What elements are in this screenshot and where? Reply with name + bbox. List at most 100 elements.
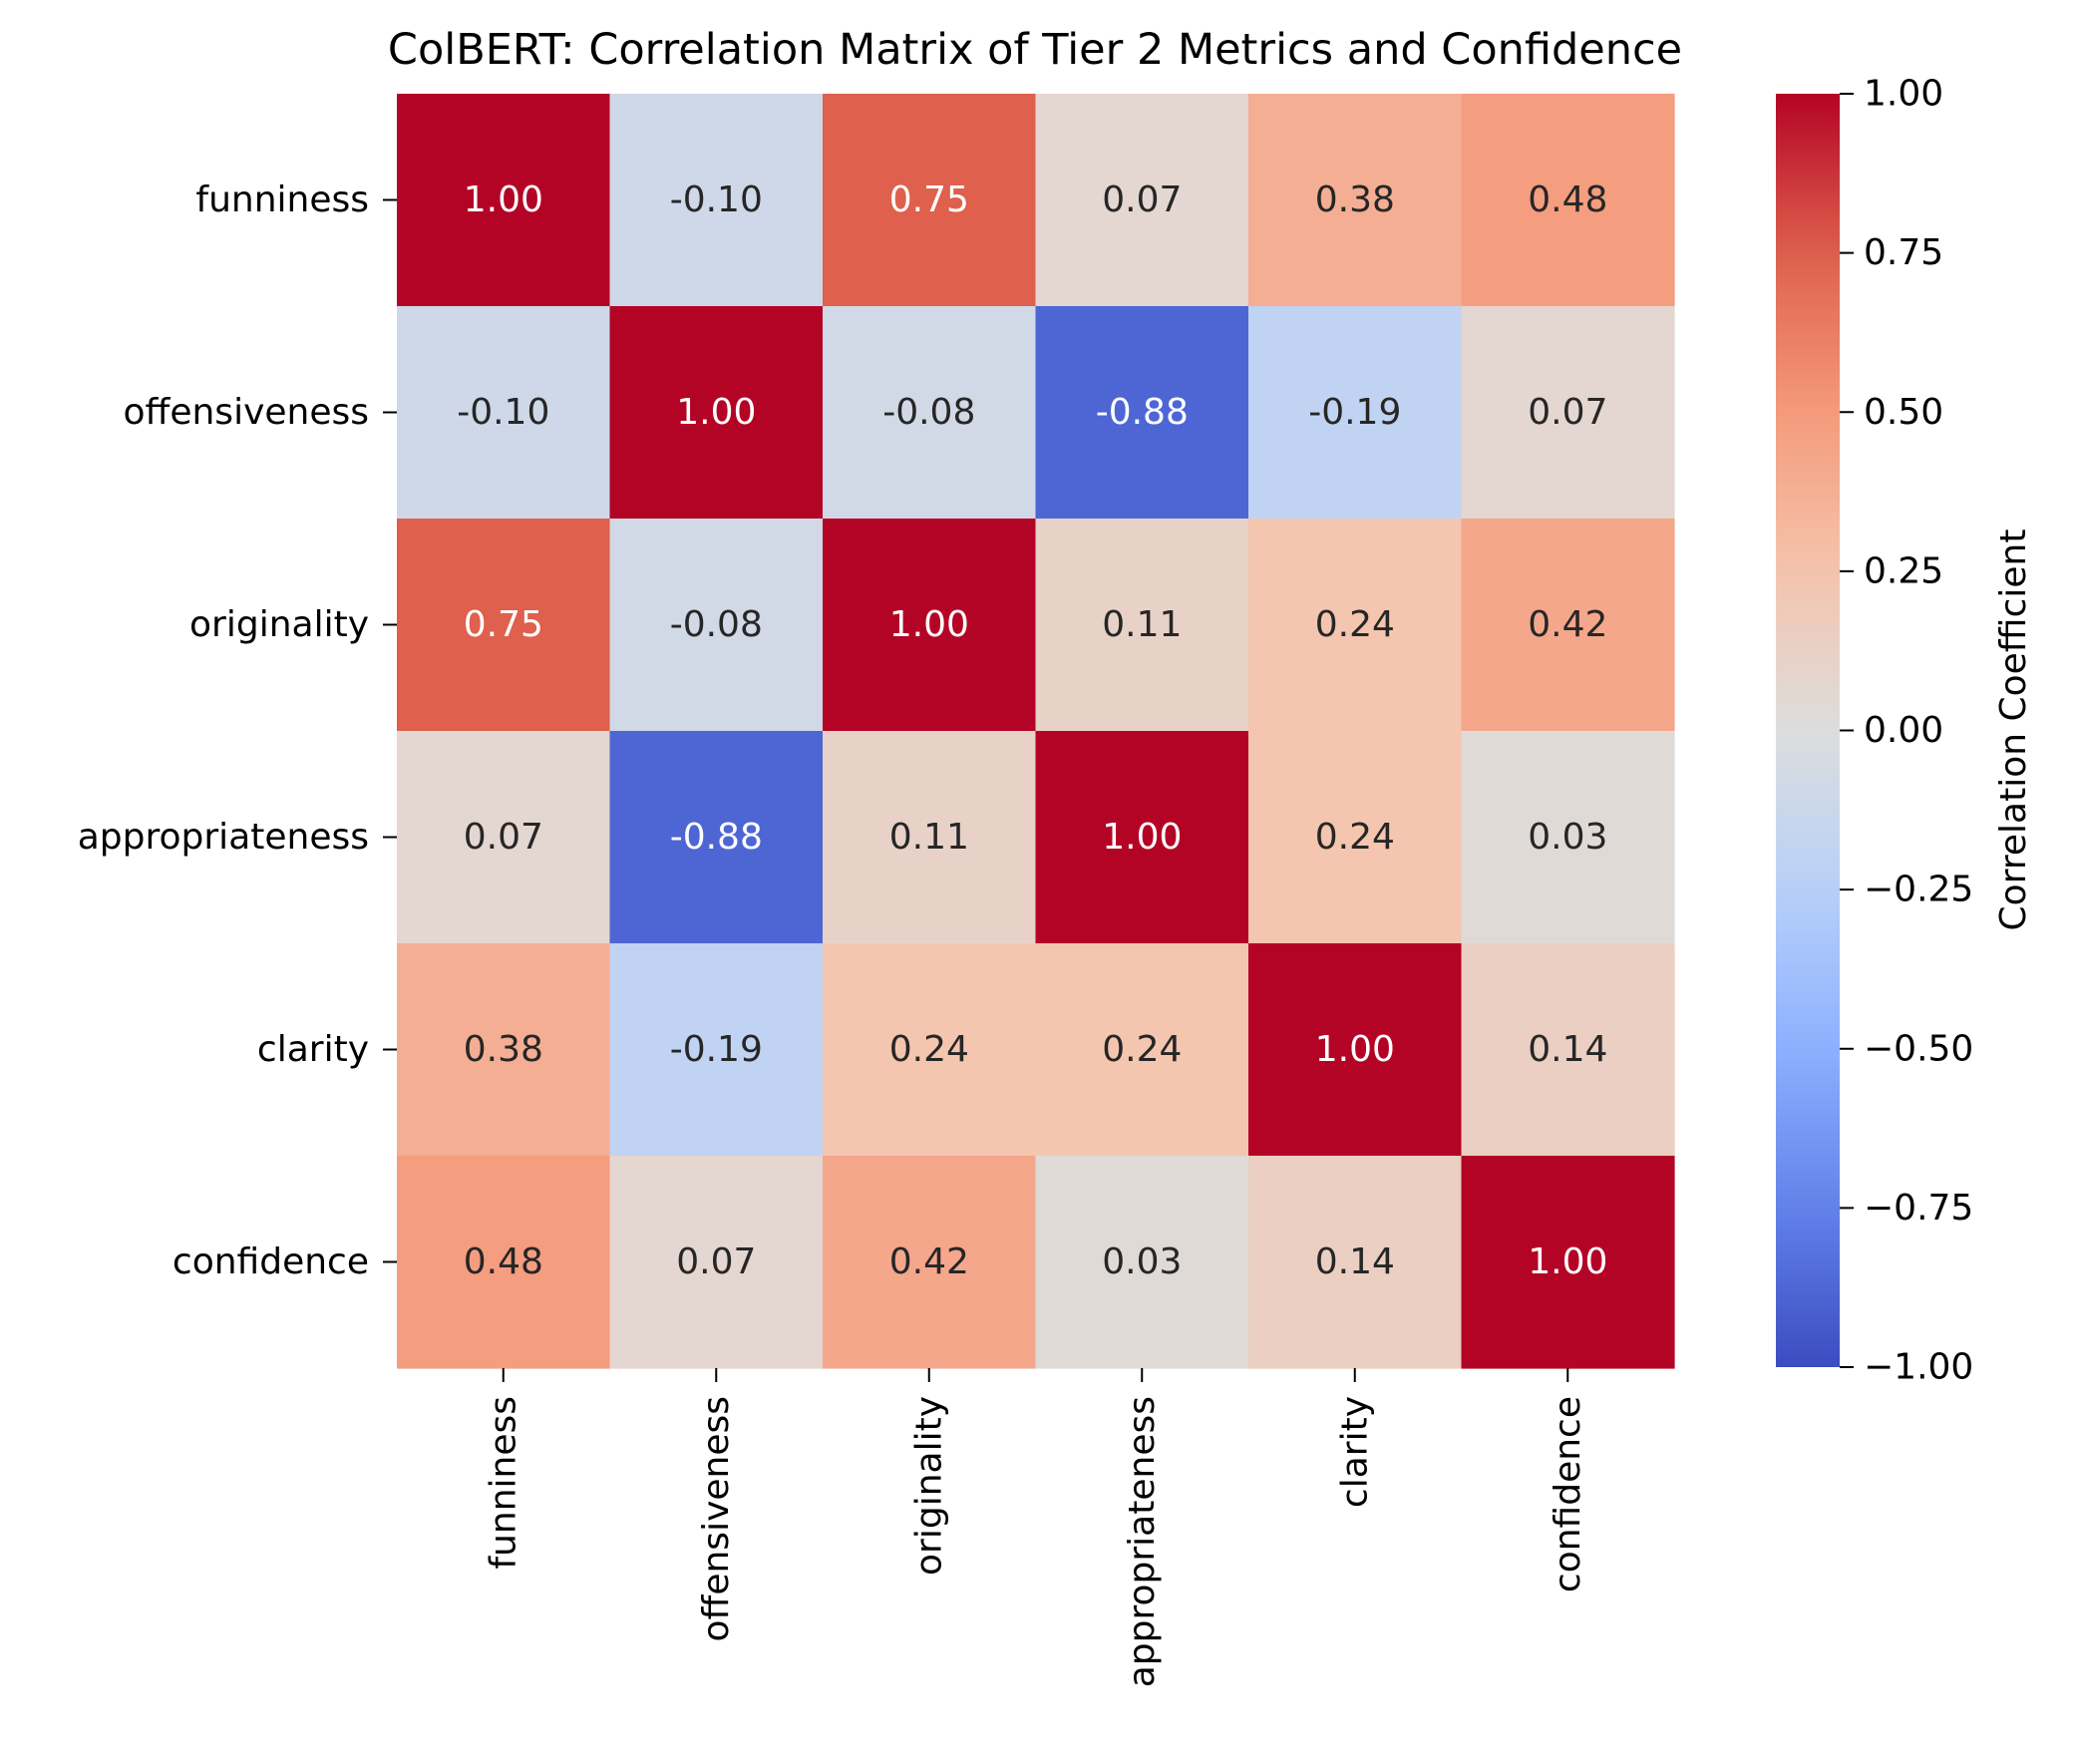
x-tick-label: confidence: [1548, 1396, 1588, 1592]
heatmap-cell: [609, 943, 824, 1157]
colorbar-tick-label: 0.75: [1864, 232, 1943, 273]
cell-value: -0.88: [1096, 392, 1189, 433]
y-tick-label: confidence: [173, 1241, 369, 1282]
cell-value: 0.11: [1102, 604, 1182, 645]
cell-value: 0.07: [676, 1241, 756, 1282]
heatmap-cell: [609, 94, 824, 307]
heatmap-cell: [609, 306, 824, 520]
heatmap-cell: [823, 306, 1037, 520]
cell-value: -0.10: [670, 179, 763, 220]
cell-value: 0.14: [1315, 1241, 1395, 1282]
heatmap-cell: [1035, 731, 1249, 944]
cell-value: 0.42: [1528, 604, 1607, 645]
cell-value: 0.24: [1102, 1029, 1182, 1070]
cell-annotations: 1.00 -0.10 0.75 0.07 0.38 0.48 -0.10 1.00 -0.08 -…: [457, 179, 1607, 1282]
heatmap-cell: [823, 731, 1037, 944]
colorbar-tick-label: 0.00: [1864, 710, 1943, 751]
cell-value: 0.38: [464, 1029, 543, 1070]
cell-value: 0.07: [1528, 392, 1607, 433]
heatmap-cell: [1248, 943, 1463, 1157]
cell-value: -0.19: [1308, 392, 1401, 433]
chart-title: ColBERT: Correlation Matrix of Tier 2 Me…: [388, 25, 1682, 75]
colorbar-tick-label: −0.75: [1864, 1188, 1973, 1229]
cell-value: 1.00: [676, 392, 756, 433]
heatmap-cell: [1035, 519, 1249, 732]
heatmap-cell: [1461, 943, 1675, 1157]
colorbar-tick-label: −1.00: [1864, 1347, 1973, 1388]
heatmap-cell: [1035, 94, 1249, 307]
heatmap-cell: [823, 519, 1037, 732]
y-tick-label: originality: [189, 604, 369, 645]
cell-value: 0.14: [1528, 1029, 1607, 1070]
y-tick-label: funniness: [195, 179, 369, 220]
x-tick-label: funniness: [483, 1396, 523, 1570]
colorbar-ticks: 1.00 0.75 0.50 0.25 0.00 −0.25 −0.50 −0.75 −1.00: [1840, 74, 1973, 1388]
y-tick-label: offensiveness: [124, 392, 369, 433]
heatmap-cell: [1035, 1156, 1249, 1369]
heatmap-cell: [1461, 519, 1675, 732]
heatmap-cell: [397, 731, 611, 944]
x-tick-label: originality: [908, 1396, 949, 1576]
cell-value: 0.48: [1528, 179, 1607, 220]
heatmap-cell: [1461, 306, 1675, 520]
x-tick-label: clarity: [1334, 1396, 1375, 1508]
y-tick-label: clarity: [257, 1029, 369, 1070]
colorbar-tick-label: 0.25: [1864, 550, 1943, 591]
heatmap-cell: [1248, 306, 1463, 520]
heatmap-cell: [609, 1156, 824, 1369]
cell-value: 1.00: [889, 604, 969, 645]
heatmap-cell: [1248, 1156, 1463, 1369]
x-axis: funniness offensiveness originality appropr…: [483, 1368, 1588, 1687]
colorbar: 1.00 0.75 0.50 0.25 0.00 −0.25 −0.50 −0.75 −1.00…: [1776, 74, 2034, 1388]
cell-value: 0.48: [464, 1241, 543, 1282]
heatmap-cell: [397, 94, 611, 307]
cell-value: 0.11: [889, 817, 969, 858]
cell-value: 0.24: [1315, 604, 1395, 645]
cell-value: -0.10: [457, 392, 549, 433]
cell-value: 0.75: [464, 604, 543, 645]
colorbar-tick-label: −0.50: [1864, 1028, 1973, 1069]
cell-value: 0.38: [1315, 179, 1395, 220]
heatmap-cell: [1248, 731, 1463, 944]
cell-value: 1.00: [1102, 817, 1182, 858]
colorbar-tick-label: 1.00: [1864, 74, 1943, 115]
y-axis: funniness offensiveness originality appropr…: [78, 179, 397, 1282]
heatmap-cell: [397, 306, 611, 520]
heatmap-cells: [397, 94, 1675, 1369]
heatmap-cell: [1248, 94, 1463, 307]
cell-value: 0.24: [889, 1029, 969, 1070]
cell-value: -0.19: [670, 1029, 763, 1070]
cell-value: -0.08: [670, 604, 763, 645]
cell-value: 0.42: [889, 1241, 969, 1282]
heatmap-cell: [1461, 731, 1675, 944]
cell-value: 0.03: [1102, 1241, 1182, 1282]
cell-value: 0.24: [1315, 817, 1395, 858]
x-tick-label: appropriateness: [1122, 1396, 1163, 1687]
x-tick-label: offensiveness: [696, 1396, 737, 1641]
colorbar-tick-label: −0.25: [1864, 870, 1973, 910]
cell-value: 1.00: [464, 179, 543, 220]
cell-value: 1.00: [1528, 1241, 1607, 1282]
colorbar-tick-label: 0.50: [1864, 392, 1943, 433]
heatmap-cell: [1035, 306, 1249, 520]
cell-value: 0.07: [1102, 179, 1182, 220]
y-tick-label: appropriateness: [78, 817, 369, 858]
heatmap-cell: [609, 731, 824, 944]
cell-value: 0.07: [464, 817, 543, 858]
cell-value: 1.00: [1315, 1029, 1395, 1070]
heatmap-cell: [1035, 943, 1249, 1157]
colorbar-label: Correlation Coefficient: [1993, 529, 2034, 931]
heatmap-cell: [1461, 94, 1675, 307]
colorbar-gradient: [1776, 94, 1840, 1367]
heatmap-cell: [823, 943, 1037, 1157]
cell-value: -0.08: [882, 392, 975, 433]
heatmap-cell: [397, 943, 611, 1157]
cell-value: 0.03: [1528, 817, 1607, 858]
heatmap-cell: [823, 1156, 1037, 1369]
cell-value: -0.88: [670, 817, 763, 858]
cell-value: 0.75: [889, 179, 969, 220]
heatmap-cell: [609, 519, 824, 732]
heatmap-cell: [823, 94, 1037, 307]
